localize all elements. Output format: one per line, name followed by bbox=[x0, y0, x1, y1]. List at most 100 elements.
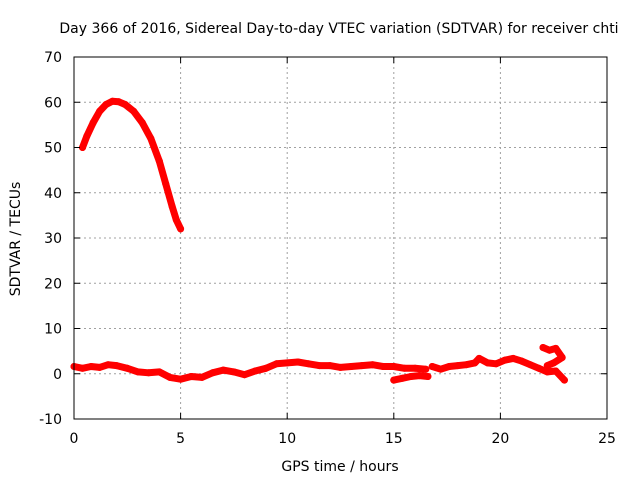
data-point bbox=[79, 364, 86, 372]
data-point bbox=[230, 368, 238, 376]
data-point bbox=[390, 376, 398, 384]
data-point bbox=[155, 368, 163, 376]
data-point bbox=[315, 362, 323, 370]
data-point bbox=[87, 363, 95, 370]
data-point bbox=[337, 363, 344, 371]
data-point bbox=[545, 346, 553, 354]
y-tick-label: 30 bbox=[44, 231, 62, 247]
series-layer bbox=[70, 97, 568, 384]
data-point bbox=[462, 361, 470, 369]
data-point bbox=[305, 360, 312, 368]
data-point bbox=[96, 107, 104, 115]
data-point bbox=[552, 367, 560, 375]
data-point bbox=[526, 361, 534, 369]
x-tick-label: 15 bbox=[385, 431, 403, 447]
data-point bbox=[390, 363, 398, 370]
y-axis-title: SDTVAR / TECUs bbox=[8, 182, 24, 297]
data-point bbox=[147, 134, 155, 142]
series-line-arc-early bbox=[79, 97, 185, 233]
data-point bbox=[560, 376, 568, 384]
data-point bbox=[492, 360, 500, 368]
y-tick-label: 10 bbox=[44, 322, 62, 338]
data-point bbox=[379, 363, 387, 370]
data-point bbox=[209, 369, 217, 377]
data-point bbox=[411, 364, 419, 372]
data-point bbox=[115, 98, 123, 106]
y-tick-label: -10 bbox=[39, 412, 62, 428]
data-point bbox=[130, 107, 138, 115]
data-point bbox=[155, 157, 163, 165]
data-point bbox=[543, 368, 551, 376]
data-point bbox=[262, 364, 270, 372]
data-point bbox=[108, 97, 116, 105]
data-point bbox=[134, 368, 142, 376]
data-point bbox=[138, 119, 146, 127]
data-point bbox=[539, 344, 547, 351]
data-point bbox=[294, 358, 302, 366]
data-point bbox=[273, 360, 280, 368]
data-point bbox=[113, 362, 121, 370]
x-tick-label: 10 bbox=[278, 431, 296, 447]
data-point bbox=[326, 362, 334, 370]
data-point bbox=[358, 362, 366, 370]
data-point bbox=[79, 144, 86, 151]
y-tick-label: 50 bbox=[44, 141, 62, 157]
data-point bbox=[484, 359, 492, 367]
data-point bbox=[251, 367, 259, 375]
data-point bbox=[162, 180, 170, 188]
data-point bbox=[518, 357, 526, 365]
data-point bbox=[177, 225, 185, 233]
data-point bbox=[471, 359, 479, 367]
data-point bbox=[369, 361, 376, 369]
y-tick-label: 0 bbox=[53, 367, 62, 383]
data-point bbox=[407, 373, 415, 380]
data-point bbox=[102, 101, 110, 108]
y-tick-label: 40 bbox=[44, 186, 62, 202]
data-point bbox=[166, 373, 174, 381]
y-tick-label: 60 bbox=[44, 95, 62, 111]
data-point bbox=[198, 373, 206, 381]
x-tick-label: 0 bbox=[70, 431, 79, 447]
data-point bbox=[123, 364, 131, 372]
data-point bbox=[145, 369, 153, 377]
y-tick-label: 20 bbox=[44, 276, 62, 292]
tick-layer: 0 5 10 15 20 25 -10 0 10 20 30 40 50 60 70 bbox=[39, 50, 616, 447]
data-point bbox=[475, 354, 483, 362]
data-point bbox=[219, 366, 227, 374]
data-point bbox=[283, 359, 291, 367]
data-point bbox=[437, 365, 445, 373]
data-point bbox=[501, 356, 509, 364]
data-point bbox=[401, 364, 408, 372]
chart-title: Day 366 of 2016, Sidereal Day-to-day VTE… bbox=[59, 21, 618, 37]
data-point bbox=[454, 362, 462, 370]
x-tick-label: 5 bbox=[176, 431, 185, 447]
data-point bbox=[177, 375, 185, 383]
data-point bbox=[552, 344, 560, 352]
data-point bbox=[543, 362, 551, 370]
data-point bbox=[347, 363, 355, 370]
data-point bbox=[104, 361, 112, 369]
data-point bbox=[187, 373, 195, 380]
grid-layer bbox=[74, 57, 607, 419]
data-point bbox=[121, 101, 129, 108]
x-tick-label: 25 bbox=[598, 431, 616, 447]
data-point bbox=[89, 119, 97, 127]
data-point bbox=[558, 354, 566, 361]
data-point bbox=[428, 363, 436, 370]
x-axis-title: GPS time / hours bbox=[281, 459, 398, 475]
data-point bbox=[241, 371, 249, 379]
data-point bbox=[422, 365, 430, 373]
data-point bbox=[424, 373, 432, 380]
data-point bbox=[96, 363, 104, 371]
data-point bbox=[172, 216, 180, 224]
data-point bbox=[415, 372, 423, 380]
data-point bbox=[535, 364, 543, 372]
data-point bbox=[509, 354, 517, 362]
y-tick-label: 70 bbox=[44, 50, 62, 66]
data-point bbox=[550, 359, 558, 367]
data-point bbox=[398, 374, 406, 382]
data-point bbox=[83, 132, 91, 140]
x-tick-label: 20 bbox=[491, 431, 509, 447]
